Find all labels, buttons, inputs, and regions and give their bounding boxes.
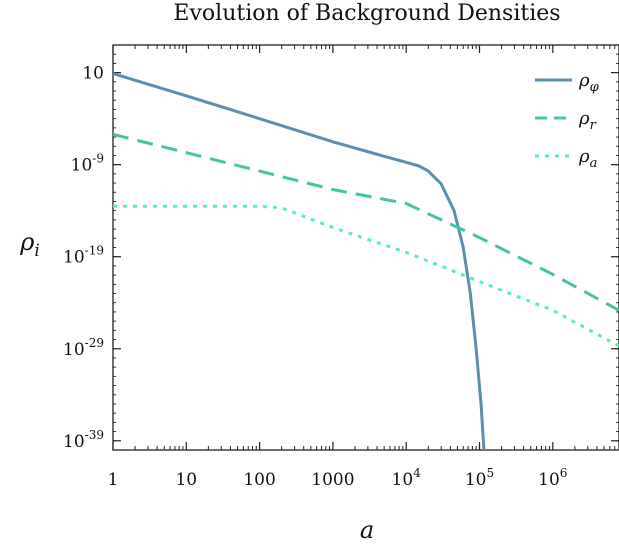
- chart-title: Evolution of Background Densities: [173, 1, 560, 26]
- series-line-1: [113, 132, 619, 312]
- y-tick-label: 10-39: [63, 428, 104, 452]
- x-tick-label: 106: [538, 466, 567, 490]
- y-axis-label: ρi: [19, 228, 40, 261]
- x-tick-label: 1000: [311, 470, 354, 490]
- x-tick-label: 104: [392, 466, 422, 490]
- series-line-0: [113, 72, 486, 450]
- x-axis-label: a: [360, 516, 374, 544]
- y-tick-label: 10: [82, 64, 104, 84]
- plot-area: [112, 44, 619, 451]
- minor-ticks: [113, 44, 619, 451]
- x-tick-label: 10: [175, 470, 197, 490]
- y-axis-ticks: 10 10-9 10-19 10-29 10-39: [63, 64, 619, 452]
- y-tick-label: 10-19: [63, 244, 104, 268]
- legend: ρφ ρr ρa: [535, 70, 600, 171]
- series-layer: [113, 72, 619, 450]
- y-tick-label: 10-29: [63, 336, 104, 360]
- legend-label-0: ρφ: [578, 70, 600, 95]
- legend-label-2: ρa: [578, 146, 597, 171]
- x-tick-label: 1: [108, 470, 119, 490]
- plot-frame: [112, 44, 619, 451]
- legend-label-1: ρr: [578, 108, 597, 133]
- x-axis-ticks: 1 10 100 1000 104 105 106: [108, 45, 567, 490]
- x-tick-label: 100: [243, 470, 275, 490]
- series-line-2: [113, 204, 619, 348]
- x-tick-label: 105: [465, 466, 494, 490]
- y-tick-label: 10-9: [71, 152, 104, 176]
